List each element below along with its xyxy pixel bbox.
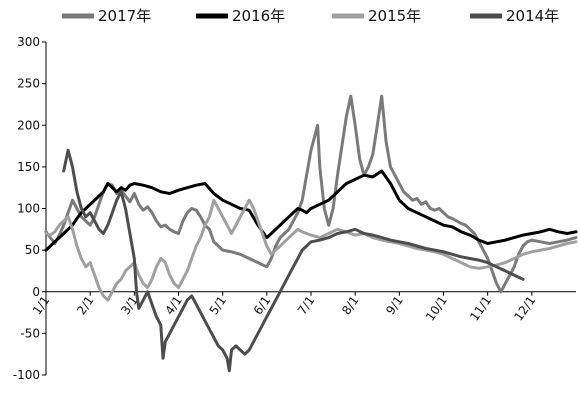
x-tick-label: 11/1	[467, 293, 494, 323]
legend-label: 2014年	[506, 7, 559, 25]
series-layer	[44, 94, 578, 373]
series-line-2	[44, 198, 578, 302]
chart-legend: 2017年 2016年 2015年 2014年	[62, 7, 559, 25]
x-tick-label: 9/1	[383, 293, 406, 317]
y-tick-label: 0	[32, 285, 40, 299]
legend-label: 2017年	[98, 7, 151, 25]
y-tick-label: 100	[17, 202, 40, 216]
x-tick-label: 8/1	[339, 293, 362, 317]
y-tick-label: 200	[17, 118, 40, 132]
x-tick-label: 7/1	[295, 293, 318, 317]
y-tick-label: 300	[17, 35, 40, 49]
legend-label: 2016年	[232, 7, 285, 25]
x-tick-label: 5/1	[207, 293, 230, 317]
y-tick-label: -50	[20, 326, 40, 340]
x-tick-label: 10/1	[423, 293, 450, 323]
series-line-3	[62, 148, 525, 373]
y-tick-label: 250	[17, 77, 40, 91]
series-line-0	[44, 94, 578, 294]
y-tick-label: -100	[13, 368, 40, 382]
y-tick-label: 50	[25, 243, 40, 257]
x-tick-label: 12/1	[511, 293, 538, 323]
y-tick-label: 150	[17, 160, 40, 174]
x-tick-label: 2/1	[74, 293, 97, 317]
series-line-1	[44, 169, 578, 252]
legend-label: 2015年	[368, 7, 421, 25]
